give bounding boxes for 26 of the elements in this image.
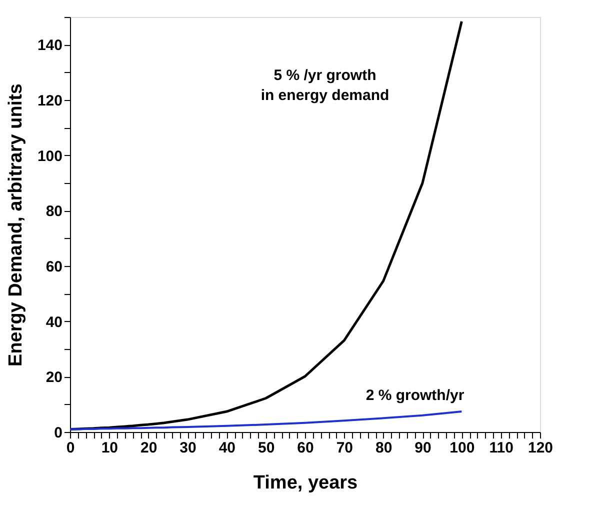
line-series — [70, 410, 463, 430]
x-tick-label: 80 — [375, 440, 392, 456]
y-tick-label: 40 — [46, 314, 62, 331]
x-tick-label: 60 — [297, 440, 314, 456]
annotation: 2 % growth/yr — [366, 387, 464, 404]
y-tick-label: 120 — [37, 92, 62, 110]
y-tick-label: 140 — [37, 37, 62, 54]
y-tick-label: 20 — [46, 369, 62, 386]
x-axis-title: Time, years — [253, 472, 358, 494]
annotation: 5 % /yr growth in energy demand — [260, 67, 390, 104]
y-tick-label: 100 — [37, 148, 62, 165]
y-tick-label: 80 — [46, 203, 62, 220]
x-tick-label: 120 — [528, 440, 554, 456]
x-tick-label: 70 — [336, 440, 354, 456]
x-tick-label: 0 — [66, 440, 75, 456]
x-tick-label: 90 — [414, 440, 432, 456]
x-tick-label: 30 — [180, 440, 196, 456]
x-tick-label: 110 — [489, 440, 514, 456]
y-axis-title: Energy Demand, arbitrary units — [5, 84, 26, 366]
y-tick-label: 0 — [54, 424, 62, 442]
x-tick-label: 100 — [450, 440, 475, 456]
x-tick-label: 50 — [258, 440, 275, 456]
x-tick-label: 10 — [101, 440, 118, 456]
x-tick-label: 40 — [218, 440, 236, 456]
x-tick-label: 20 — [140, 440, 158, 456]
y-tick-label: 60 — [46, 258, 62, 276]
